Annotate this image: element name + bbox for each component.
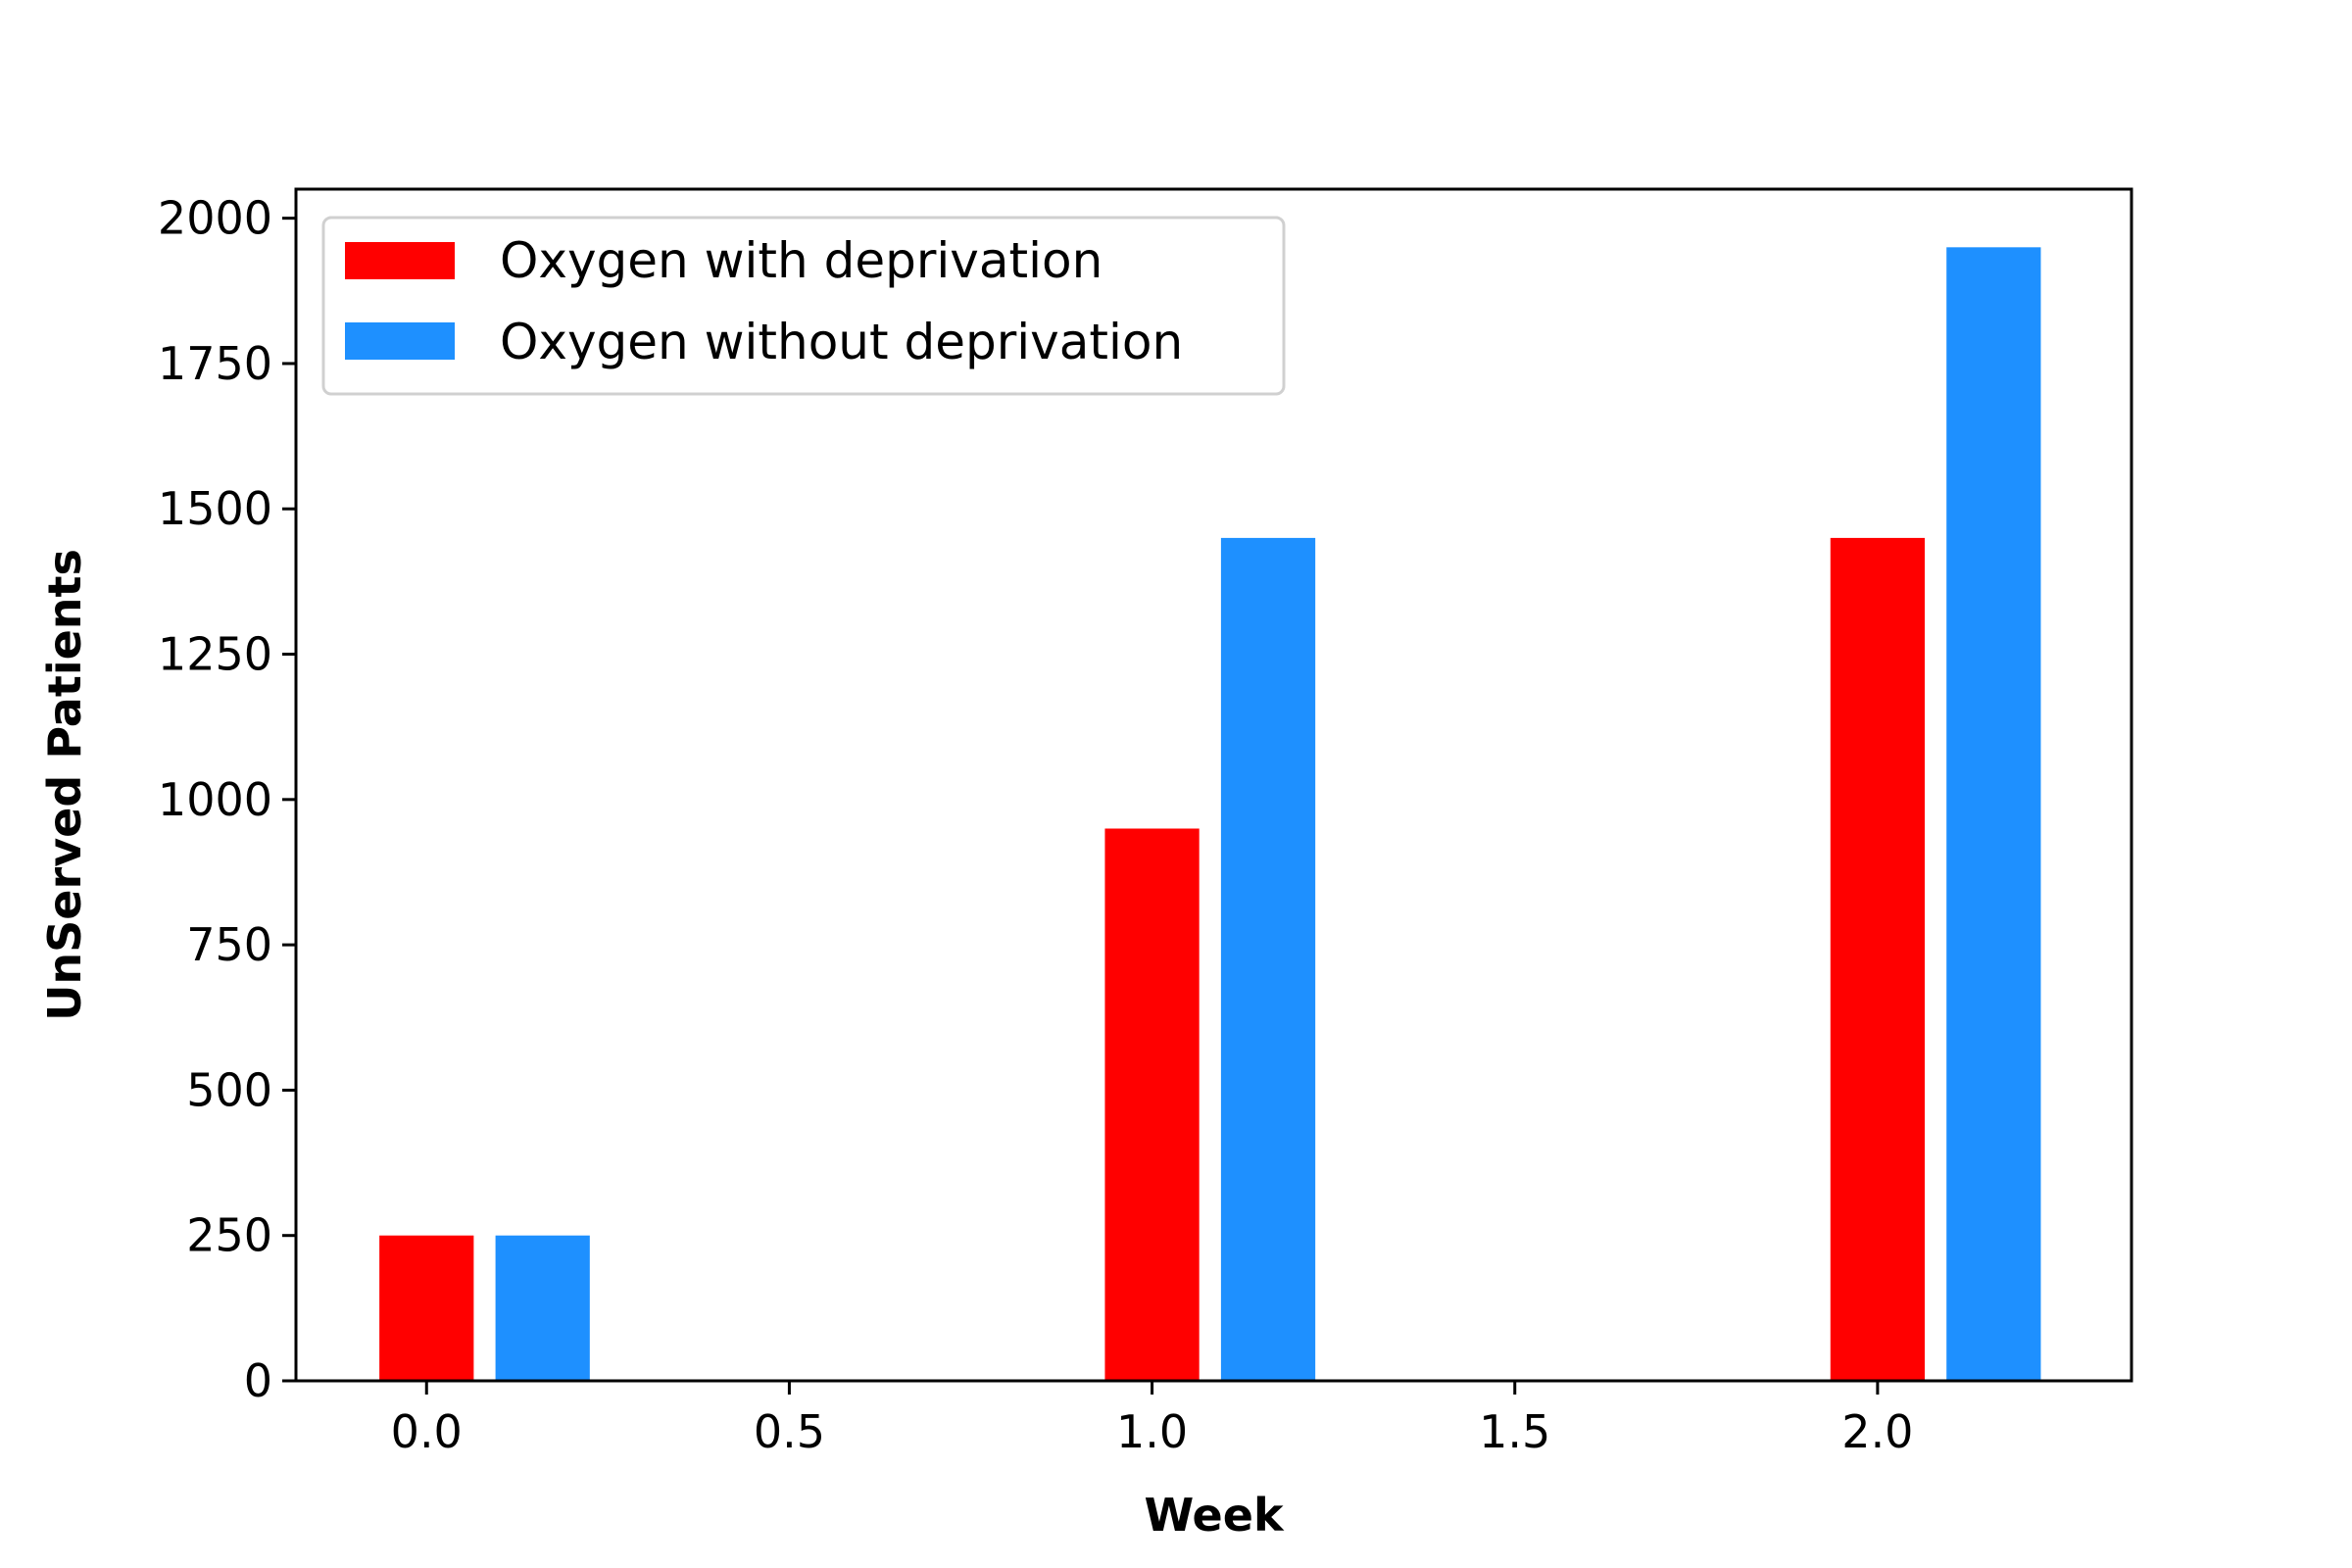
x-tick-label: 0.5 [754, 1405, 825, 1458]
y-tick-label: 1000 [158, 773, 272, 826]
y-tick-label: 2000 [158, 192, 272, 245]
x-axis-ticks: 0.0 0.5 1.0 1.5 2.0 [391, 1381, 1913, 1458]
bar-oxygen-without-deprivation-week-1 [1220, 537, 1316, 1381]
x-tick-label: 1.5 [1479, 1405, 1550, 1458]
bar-oxygen-with-deprivation-week-0 [379, 1235, 474, 1381]
x-axis-title: Week [1144, 1489, 1284, 1542]
x-tick-label: 0.0 [391, 1405, 463, 1458]
y-tick-label: 500 [186, 1063, 272, 1116]
y-tick-label: 250 [186, 1209, 272, 1262]
legend: Oxygen with deprivation Oxygen without d… [321, 216, 1286, 396]
bar-oxygen-with-deprivation-week-2 [1830, 537, 1926, 1381]
bars-group [379, 247, 2041, 1381]
plot-area-frame [294, 187, 2133, 1383]
y-tick-label: 1250 [158, 628, 272, 681]
y-tick-label: 0 [244, 1354, 272, 1407]
legend-label-oxygen-with-deprivation: Oxygen with deprivation [500, 232, 1102, 289]
x-tick-label: 2.0 [1841, 1405, 1913, 1458]
bar-oxygen-without-deprivation-week-0 [495, 1235, 590, 1381]
y-tick-label: 1750 [158, 337, 272, 390]
bar-oxygen-with-deprivation-week-1 [1104, 828, 1200, 1381]
legend-swatch-oxygen-without-deprivation [345, 322, 455, 360]
bar-oxygen-without-deprivation-week-2 [1946, 247, 2041, 1381]
y-axis-ticks: 0 250 500 750 1000 1250 1500 1750 2000 [158, 192, 296, 1407]
legend-frame [321, 216, 1286, 396]
legend-swatch-oxygen-with-deprivation [345, 242, 455, 279]
legend-label-oxygen-without-deprivation: Oxygen without deprivation [500, 314, 1183, 370]
x-tick-label: 1.0 [1116, 1405, 1188, 1458]
y-axis-title: UnServed Patients [38, 549, 91, 1021]
y-tick-label: 1500 [158, 482, 272, 535]
y-tick-label: 750 [186, 918, 272, 971]
